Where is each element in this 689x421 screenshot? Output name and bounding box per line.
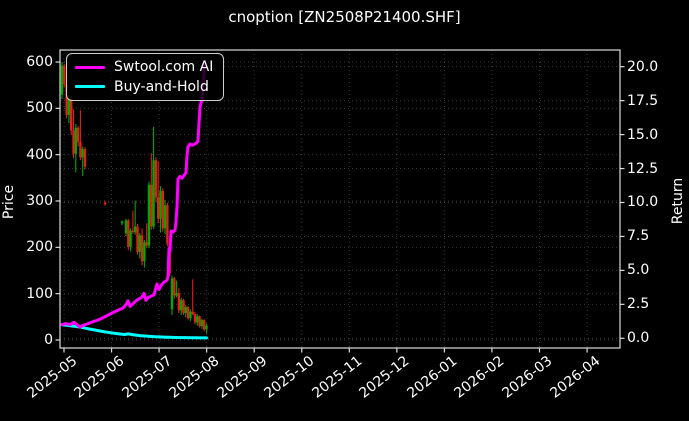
price-tick-label: 100 xyxy=(26,285,53,302)
return-axis-label: Return xyxy=(670,177,686,225)
price-tick-label: 500 xyxy=(26,100,53,117)
return-tick-label: 2.5 xyxy=(627,296,650,313)
return-tick-label: 15.0 xyxy=(627,126,659,143)
price-tick-label: 400 xyxy=(26,146,53,163)
chart-title: cnoption [ZN2508P21400.SHF] xyxy=(228,8,461,26)
price-tick-label: 0 xyxy=(44,332,53,348)
return-tick-label: 17.5 xyxy=(627,92,659,109)
return-tick-label: 10.0 xyxy=(627,194,659,211)
return-tick-label: 7.5 xyxy=(627,228,650,245)
legend-item-strategy: Swtool.com AI xyxy=(75,59,215,75)
return-tick-label: 20.0 xyxy=(627,58,659,75)
return-tick-label: 12.5 xyxy=(627,160,659,177)
return-tick-label: 0.0 xyxy=(627,330,650,347)
legend: Swtool.com AI Buy-and-Hold xyxy=(66,53,224,101)
price-tick-label: 200 xyxy=(26,239,53,256)
price-tick-label: 300 xyxy=(26,193,53,209)
legend-item-buyhold: Buy-and-Hold xyxy=(75,79,215,95)
price-tick-label: 600 xyxy=(26,54,53,70)
legend-label-strategy: Swtool.com AI xyxy=(114,59,214,76)
legend-label-buyhold: Buy-and-Hold xyxy=(114,78,209,95)
return-tick-label: 5.0 xyxy=(627,262,650,279)
strategy-line-swatch xyxy=(75,65,105,70)
buyhold-line-swatch xyxy=(75,84,105,89)
